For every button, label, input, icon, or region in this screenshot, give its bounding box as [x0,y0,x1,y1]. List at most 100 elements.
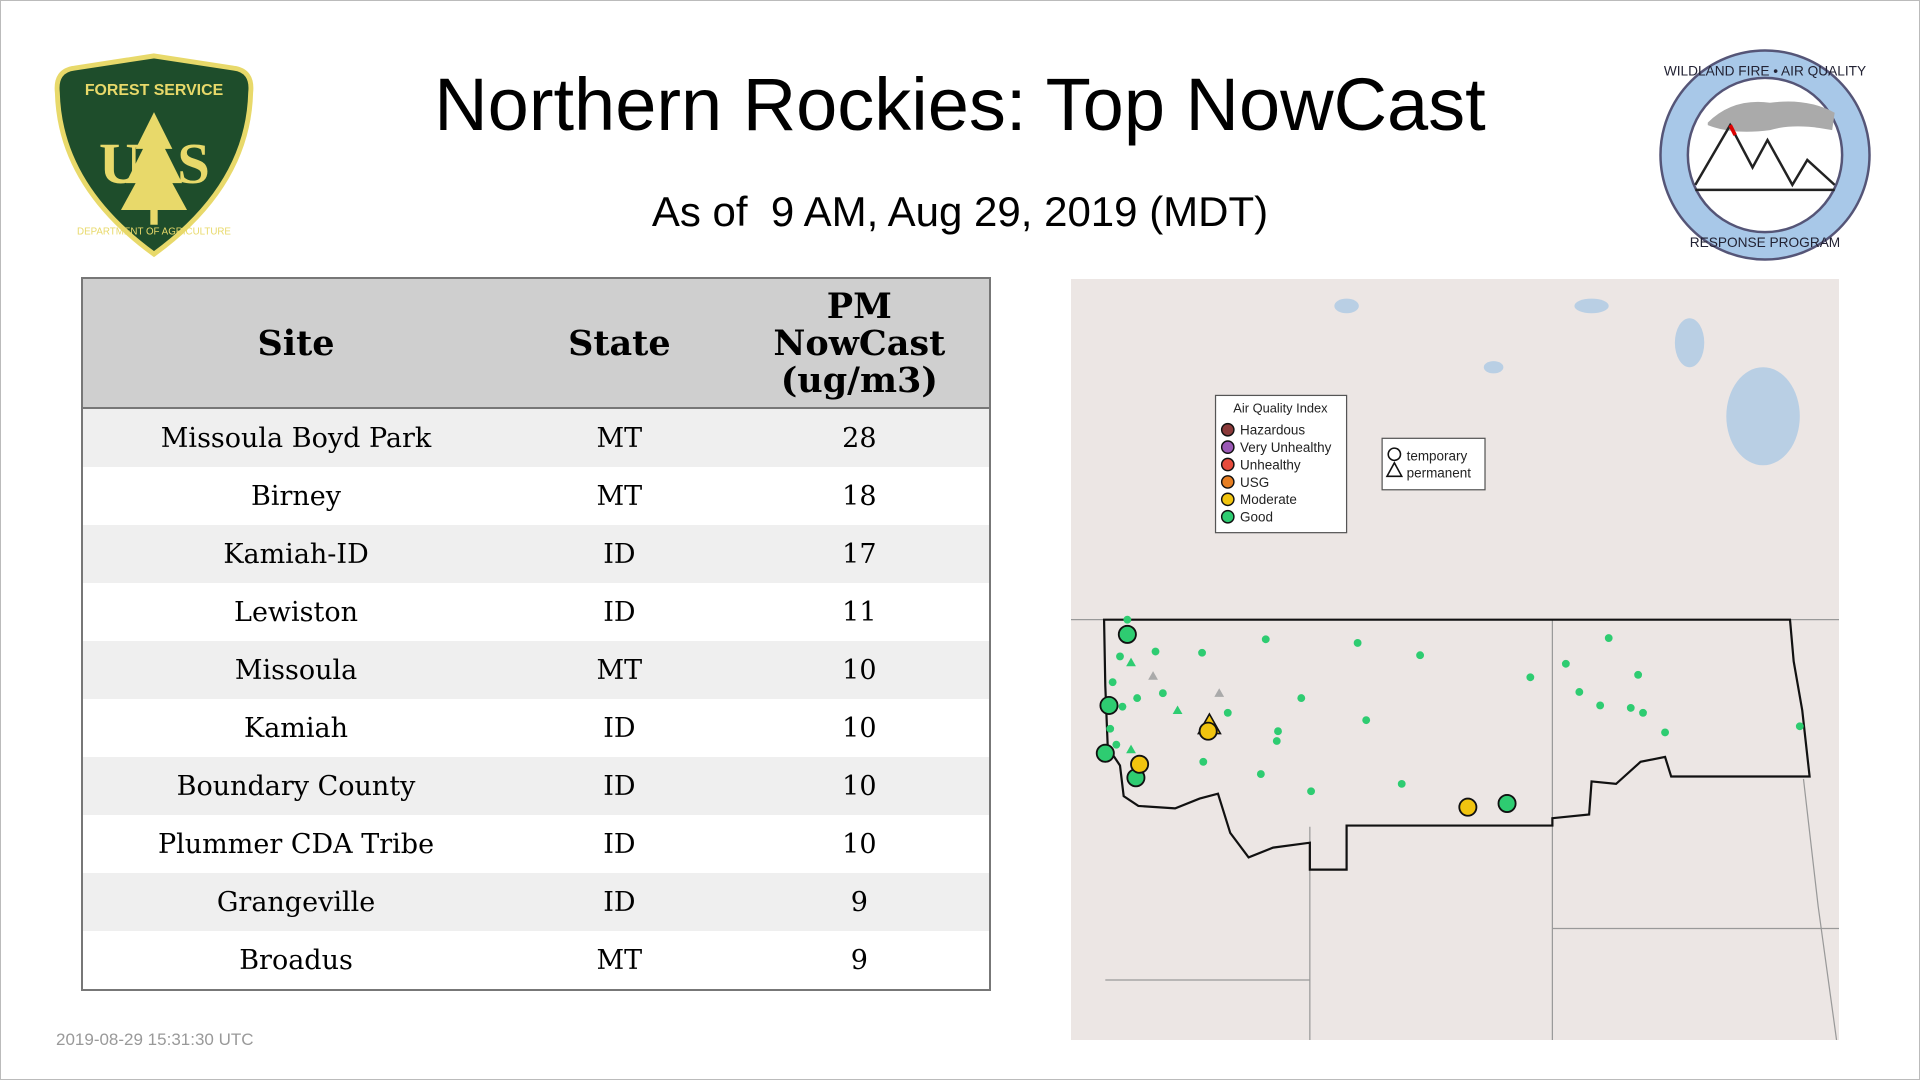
site-cell: Plummer CDA Tribe [82,815,510,873]
site-marker-small [1108,678,1117,687]
site-marker-small [1123,615,1132,624]
legend-label: USG [1240,475,1269,490]
site-cell: Missoula [82,641,510,699]
site-marker-triangle [1148,671,1158,680]
legend-label: Very Unhealthy [1240,440,1332,455]
table-row: Plummer CDA Tribe ID 10 [82,815,990,873]
site-marker-large [1130,754,1150,774]
site-marker-small [1397,779,1406,788]
legend-swatch-hazardous [1220,422,1235,437]
site-marker-small [1795,722,1804,731]
site-marker-small [1307,787,1315,796]
table-row: Birney MT 18 [82,467,990,525]
site-marker-triangle [1126,744,1136,754]
svg-text:U: U [99,131,141,196]
site-marker-small [1133,694,1142,703]
header-state: State [509,278,730,409]
montana-outline [1102,618,1811,871]
state-cell: ID [509,815,730,873]
site-marker-small [1561,659,1570,668]
site-marker-small [1353,639,1362,647]
site-marker-small [1118,702,1127,711]
site-marker-small [1604,634,1613,642]
legend-label: Unhealthy [1240,457,1301,472]
state-cell: MT [509,641,730,699]
nowcast-cell: 17 [729,525,990,583]
triangle-icon [1385,461,1404,478]
legend-label: Moderate [1240,492,1297,507]
nowcast-cell: 10 [729,641,990,699]
state-cell: ID [509,757,730,815]
site-marker-small [1256,770,1265,779]
site-marker-triangle [1126,657,1136,667]
legend-swatch-good [1220,509,1235,524]
site-marker-small [1198,648,1206,657]
site-marker-small [1116,652,1124,661]
site-cell: Boundary County [82,757,510,815]
page-subtitle: As of 9 AM, Aug 29, 2019 (MDT) [651,188,1269,235]
site-marker-triangle [1172,705,1183,715]
site-marker-small [1106,724,1115,733]
site-marker-small [1199,757,1208,766]
state-cell: ID [509,525,730,583]
svg-text:DEPARTMENT OF AGRICULTURE: DEPARTMENT OF AGRICULTURE [77,227,231,238]
site-marker-small [1575,688,1584,696]
state-cell: ID [509,583,730,641]
legend-swatch-unhealthy [1220,457,1235,472]
forest-service-logo: U S FOREST SERVICE DEPARTMENT OF AGRICUL… [54,53,254,258]
site-marker-large [1458,797,1478,817]
state-cell: MT [509,467,730,525]
table-header-row: Site State PM NowCast (ug/m3) [82,278,990,409]
svg-text:RESPONSE PROGRAM: RESPONSE PROGRAM [1690,235,1840,250]
site-marker-large [1117,624,1137,644]
site-cell: Missoula Boyd Park [82,408,510,467]
site-marker-small [1626,703,1635,712]
state-cell: MT [509,408,730,467]
map-background [1071,279,1839,1040]
aqi-legend: Air Quality Index Hazardous Very Unhealth… [1214,394,1348,534]
site-marker-small [1416,651,1425,660]
page-title: Northern Rockies: Top NowCast [434,63,1486,146]
table-row: Lewiston ID 11 [82,583,990,641]
site-marker-small [1151,647,1160,656]
aqi-map: Air Quality Index Hazardous Very Unhealth… [1071,279,1839,1040]
table-row: Grangeville ID 9 [82,873,990,931]
table-row: Broadus MT 9 [82,931,990,990]
site-cell: Kamiah-ID [82,525,510,583]
state-cell: MT [509,931,730,990]
site-marker-large [1099,695,1119,715]
site-marker-large [1497,793,1517,813]
timestamp-footer: 2019-08-29 15:31:30 UTC [56,1030,254,1049]
site-cell: Broadus [82,931,510,990]
state-cell: ID [509,699,730,757]
aqi-legend-title: Air Quality Index [1233,401,1328,416]
site-markers [1095,615,1804,817]
nowcast-cell: 11 [729,583,990,641]
site-cell: Birney [82,467,510,525]
site-marker-small [1112,740,1121,749]
legend-swatch-usg [1220,475,1235,489]
table-row: Missoula Boyd Park MT 28 [82,408,990,467]
site-marker-small [1261,635,1270,644]
table-row: Boundary County ID 10 [82,757,990,815]
site-marker-large [1198,721,1218,741]
site-marker-small [1596,701,1605,710]
nowcast-cell: 9 [729,931,990,990]
site-marker-small [1272,737,1281,745]
shape-legend: temporary permanent [1381,437,1486,491]
site-marker-small [1362,716,1371,725]
nowcast-cell: 10 [729,815,990,873]
site-marker-triangle [1214,688,1225,697]
nowcast-cell: 18 [729,467,990,525]
site-marker-small [1526,673,1535,682]
nowcast-cell: 28 [729,408,990,467]
site-cell: Kamiah [82,699,510,757]
legend-label: Hazardous [1240,423,1305,438]
svg-text:FOREST SERVICE: FOREST SERVICE [85,82,223,99]
lakes [1334,298,1800,466]
header-site: Site [82,278,510,409]
circle-icon [1387,447,1402,462]
site-cell: Lewiston [82,583,510,641]
header-pm-nowcast: PM NowCast (ug/m3) [729,278,990,409]
wildland-fire-air-quality-logo: WILDLAND FIRE • AIR QUALITY RESPONSE PRO… [1659,49,1871,261]
